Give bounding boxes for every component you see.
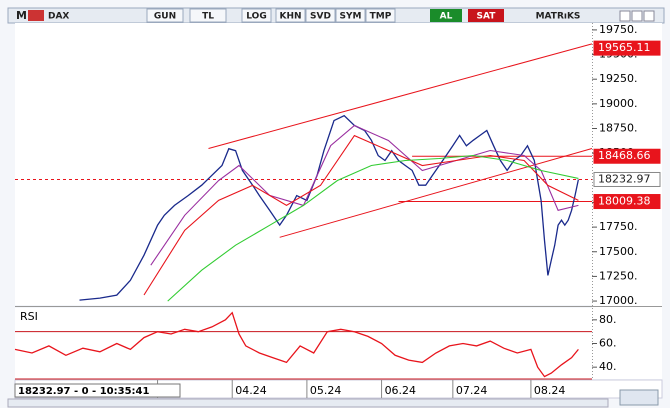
x-tick-label: 04.24 — [235, 384, 266, 397]
buy-button[interactable] — [430, 9, 462, 22]
y-tick-label: 18750. — [599, 122, 638, 135]
status-box — [14, 383, 181, 398]
series-line — [167, 154, 579, 302]
y-tick-label: 80. — [599, 313, 617, 326]
y-tick-label: 40. — [599, 360, 617, 373]
toolbar-button-label[interactable]: SYM — [340, 12, 362, 22]
x-tick-label: 07.24 — [456, 384, 488, 397]
y-tick-label: 19250. — [599, 72, 638, 85]
x-tick-label: 06.24 — [385, 384, 417, 397]
toolbar-button[interactable] — [146, 8, 184, 23]
toolbar-button[interactable] — [275, 8, 306, 23]
price-label: 18232.97 — [598, 172, 651, 185]
price-label: 18009.38 — [598, 195, 651, 208]
symbol[interactable]: DAX — [48, 12, 69, 22]
sell-button[interactable] — [468, 9, 504, 22]
toolbar-button-label[interactable]: SVD — [310, 12, 331, 22]
price-label: 19565.11 — [598, 41, 651, 54]
scrollbar[interactable] — [7, 398, 609, 408]
logo: M — [16, 9, 27, 22]
toolbar-button[interactable] — [365, 8, 396, 23]
toolbar-button-label[interactable]: TMP — [370, 12, 392, 22]
toolbar-button[interactable] — [189, 8, 227, 23]
x-tick-label: 05.24 — [310, 384, 342, 397]
series-line — [150, 124, 579, 266]
logo-icon — [28, 10, 44, 21]
toolbar-button-label[interactable]: GUN — [154, 12, 176, 22]
price-label-box — [593, 40, 661, 56]
y-tick-label: 17250. — [599, 269, 638, 282]
price-label-box — [593, 148, 661, 164]
series-line — [143, 134, 579, 296]
toolbar-button[interactable] — [305, 8, 336, 23]
status: 18232.97 - 0 - 10:35:41 — [18, 386, 149, 397]
y-tick-label: 17750. — [599, 220, 638, 233]
trendline — [208, 43, 593, 149]
toolbar-button-label[interactable]: TL — [202, 12, 214, 22]
y-tick-label: 17000. — [599, 294, 638, 307]
price-panel — [15, 23, 592, 305]
toolbar-button-label[interactable]: KHN — [279, 12, 301, 22]
y-tick-label: 19000. — [599, 97, 638, 110]
close[interactable] — [643, 10, 655, 22]
minimize[interactable] — [619, 10, 631, 22]
panel-title: RSI — [20, 310, 38, 323]
series-line — [14, 311, 579, 378]
x-tick-label: 08.24 — [534, 384, 566, 397]
price-label-box — [593, 194, 661, 210]
brand: MATRıKS — [536, 12, 581, 22]
maximize[interactable] — [631, 10, 643, 22]
y-tick-label: 19750. — [599, 23, 638, 36]
trendline — [279, 148, 593, 238]
series-line — [79, 114, 580, 301]
rsi-panel — [15, 308, 592, 379]
buy-label[interactable]: AL — [440, 12, 453, 22]
price-label-box — [593, 171, 661, 187]
toolbar-button[interactable] — [241, 8, 272, 23]
scroll-buttons[interactable] — [619, 389, 659, 406]
price-label: 18468.66 — [598, 149, 651, 162]
y-tick-label: 17500. — [599, 245, 638, 258]
toolbar-button-label[interactable]: LOG — [246, 12, 266, 22]
toolbar-button[interactable] — [335, 8, 366, 23]
sell-label[interactable]: SAT — [477, 12, 497, 22]
y-tick-label: 60. — [599, 337, 617, 350]
